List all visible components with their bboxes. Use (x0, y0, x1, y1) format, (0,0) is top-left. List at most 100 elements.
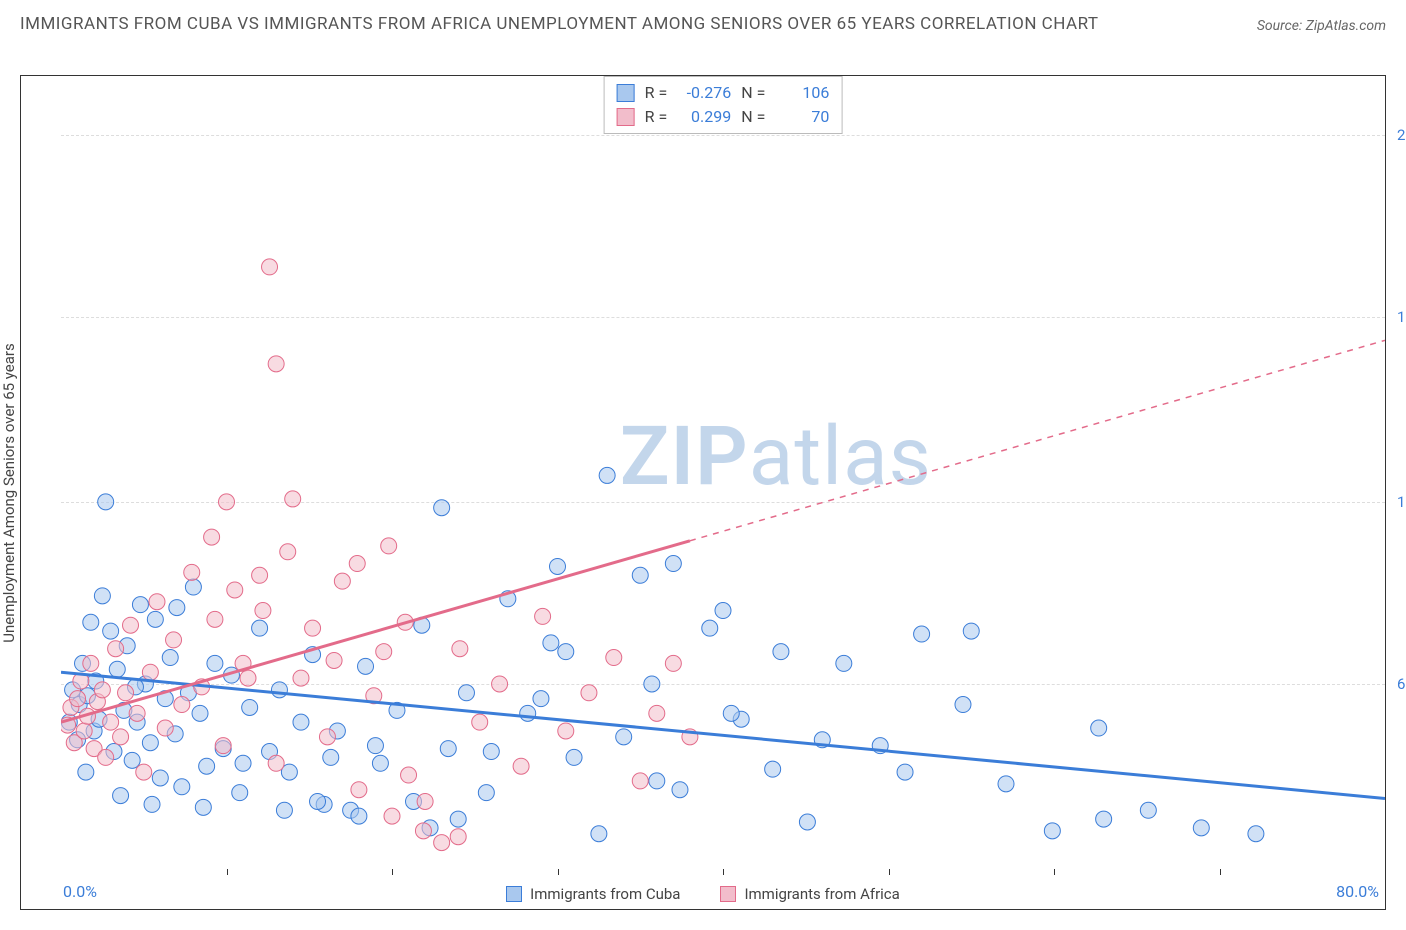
scatter-point-africa (381, 538, 397, 554)
scatter-point-africa (252, 567, 268, 583)
scatter-point-africa (285, 491, 301, 507)
scatter-point-cuba (550, 558, 566, 574)
scatter-point-cuba (649, 773, 665, 789)
scatter-point-africa (384, 808, 400, 824)
scatter-point-cuba (132, 597, 148, 613)
scatter-point-cuba (799, 814, 815, 830)
scatter-point-africa (665, 655, 681, 671)
scatter-point-cuba (483, 744, 499, 760)
x-tick (1385, 869, 1386, 875)
plot-area: ZIPatlas R = -0.276 N = 106 R = 0.299 N … (61, 76, 1385, 869)
y-tick-label: 25.0% (1389, 126, 1406, 144)
scatter-point-africa (415, 823, 431, 839)
scatter-point-africa (157, 720, 173, 736)
legend-label-cuba: Immigrants from Cuba (530, 885, 680, 903)
scatter-point-africa (94, 682, 110, 698)
scatter-point-africa (581, 685, 597, 701)
scatter-point-cuba (323, 749, 339, 765)
scatter-point-africa (70, 691, 86, 707)
scatter-point-cuba (533, 691, 549, 707)
swatch-africa-icon (617, 108, 635, 126)
scatter-point-africa (376, 644, 392, 660)
scatter-point-africa (118, 685, 134, 701)
scatter-point-cuba (765, 761, 781, 777)
scatter-point-cuba (94, 588, 110, 604)
scatter-point-cuba (271, 682, 287, 698)
scatter-point-africa (351, 782, 367, 798)
scatter-point-africa (184, 564, 200, 580)
scatter-point-cuba (185, 579, 201, 595)
scatter-point-cuba (591, 826, 607, 842)
scatter-point-africa (401, 767, 417, 783)
scatter-point-africa (103, 714, 119, 730)
stats-row-cuba: R = -0.276 N = 106 (617, 81, 830, 105)
x-tick (889, 869, 890, 875)
scatter-point-cuba (616, 729, 632, 745)
scatter-point-cuba (1091, 720, 1107, 736)
scatter-point-cuba (195, 799, 211, 815)
r-value-africa: 0.299 (677, 105, 731, 129)
scatter-point-africa (219, 494, 235, 510)
scatter-point-cuba (174, 779, 190, 795)
trend-line-ext-africa (690, 340, 1385, 540)
scatter-point-africa (649, 705, 665, 721)
x-tick (558, 869, 559, 875)
scatter-point-cuba (124, 752, 140, 768)
scatter-point-cuba (955, 697, 971, 713)
scatter-point-cuba (232, 785, 248, 801)
y-axis-label: Unemployment Among Seniors over 65 years (0, 343, 18, 642)
scatter-point-africa (305, 620, 321, 636)
scatter-point-africa (76, 723, 92, 739)
scatter-point-africa (280, 544, 296, 560)
y-tick-label: 6.3% (1389, 675, 1406, 693)
scatter-point-africa (83, 655, 99, 671)
scatter-point-africa (262, 259, 278, 275)
scatter-point-cuba (98, 494, 114, 510)
scatter-point-cuba (310, 793, 326, 809)
scatter-point-africa (417, 793, 433, 809)
scatter-point-cuba (83, 614, 99, 630)
legend-item-africa: Immigrants from Africa (720, 885, 899, 903)
scatter-point-africa (136, 764, 152, 780)
scatter-point-cuba (702, 620, 718, 636)
n-value-africa: 70 (775, 105, 829, 129)
scatter-point-cuba (207, 655, 223, 671)
y-tick-label: 18.8% (1389, 308, 1406, 326)
scatter-point-cuba (103, 623, 119, 639)
scatter-point-africa (215, 738, 231, 754)
scatter-point-africa (535, 608, 551, 624)
scatter-point-cuba (367, 738, 383, 754)
scatter-point-africa (293, 670, 309, 686)
scatter-point-cuba (458, 685, 474, 701)
scatter-point-africa (606, 650, 622, 666)
scatter-point-cuba (566, 749, 582, 765)
scatter-point-africa (268, 356, 284, 372)
scatter-point-cuba (372, 755, 388, 771)
scatter-point-africa (149, 594, 165, 610)
scatter-point-cuba (434, 500, 450, 516)
scatter-point-cuba (1248, 826, 1264, 842)
scatter-point-africa (123, 617, 139, 633)
r-label: R = (645, 105, 668, 129)
scatter-point-cuba (440, 741, 456, 757)
scatter-point-cuba (235, 755, 251, 771)
scatter-point-cuba (644, 676, 660, 692)
scatter-point-cuba (351, 808, 367, 824)
scatter-point-africa (113, 729, 129, 745)
scatter-point-africa (207, 611, 223, 627)
swatch-cuba-icon (506, 886, 522, 902)
scatter-point-africa (434, 835, 450, 851)
scatter-point-cuba (199, 758, 215, 774)
x-tick (1220, 869, 1221, 875)
scatter-point-cuba (1096, 811, 1112, 827)
scatter-svg (61, 76, 1385, 869)
stats-row-africa: R = 0.299 N = 70 (617, 105, 830, 129)
scatter-point-cuba (897, 764, 913, 780)
legend-label-africa: Immigrants from Africa (744, 885, 899, 903)
scatter-point-cuba (599, 467, 615, 483)
legend-item-cuba: Immigrants from Cuba (506, 885, 680, 903)
scatter-point-cuba (192, 705, 208, 721)
scatter-point-africa (129, 705, 145, 721)
correlation-stats-box: R = -0.276 N = 106 R = 0.299 N = 70 (604, 76, 843, 134)
scatter-point-cuba (998, 776, 1014, 792)
